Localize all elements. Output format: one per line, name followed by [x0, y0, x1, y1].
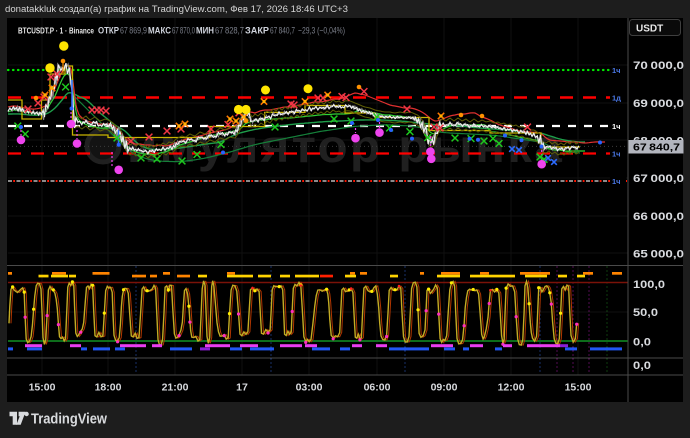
svg-text:donatakkluk создал(а) график н: donatakkluk создал(а) график на TradingV…	[5, 4, 348, 14]
svg-text:69 000,0: 69 000,0	[633, 98, 684, 110]
svg-text:21:00: 21:00	[162, 382, 189, 394]
svg-text:1ч: 1ч	[612, 66, 621, 75]
svg-text:15:00: 15:00	[565, 382, 592, 394]
svg-text:1ч: 1ч	[612, 122, 621, 131]
svg-text:67 828,7: 67 828,7	[215, 26, 244, 36]
svg-text:50,0: 50,0	[633, 307, 658, 319]
svg-text:0,0: 0,0	[633, 360, 651, 372]
svg-text:−29,3 (−0,04%): −29,3 (−0,04%)	[298, 26, 345, 36]
svg-text:18:00: 18:00	[95, 382, 122, 394]
svg-text:65 000,0: 65 000,0	[633, 249, 684, 261]
svg-text:МИН: МИН	[196, 26, 214, 36]
svg-text:USDT: USDT	[636, 24, 663, 35]
svg-text:МАКС: МАКС	[148, 26, 171, 36]
svg-text:67 870,0: 67 870,0	[172, 26, 195, 36]
svg-text:15:00: 15:00	[29, 382, 56, 394]
svg-text:1д: 1д	[612, 94, 621, 103]
svg-text:100,0: 100,0	[633, 279, 665, 291]
svg-text:67 840,7: 67 840,7	[270, 26, 295, 36]
svg-text:ЗАКР: ЗАКР	[245, 26, 269, 36]
svg-text:1ч: 1ч	[612, 150, 621, 159]
svg-text:0,0: 0,0	[633, 337, 651, 349]
svg-text:67 840,7: 67 840,7	[633, 142, 680, 154]
svg-text:1ч: 1ч	[612, 177, 621, 186]
svg-text:70 000,0: 70 000,0	[633, 60, 684, 72]
svg-text:03:00: 03:00	[296, 382, 323, 394]
svg-text:BTCUSDT.P · 1 · Binance: BTCUSDT.P · 1 · Binance	[18, 26, 94, 36]
svg-text:ОТКР: ОТКР	[98, 26, 119, 36]
svg-text:66 000,0: 66 000,0	[633, 211, 684, 223]
svg-text:17: 17	[236, 382, 248, 394]
svg-text:67 869,9: 67 869,9	[120, 26, 147, 36]
svg-text:06:00: 06:00	[364, 382, 391, 394]
svg-text:09:00: 09:00	[431, 382, 458, 394]
svg-text:TradingView: TradingView	[31, 411, 107, 428]
svg-text:12:00: 12:00	[498, 382, 525, 394]
svg-text:67 000,0: 67 000,0	[633, 173, 684, 185]
